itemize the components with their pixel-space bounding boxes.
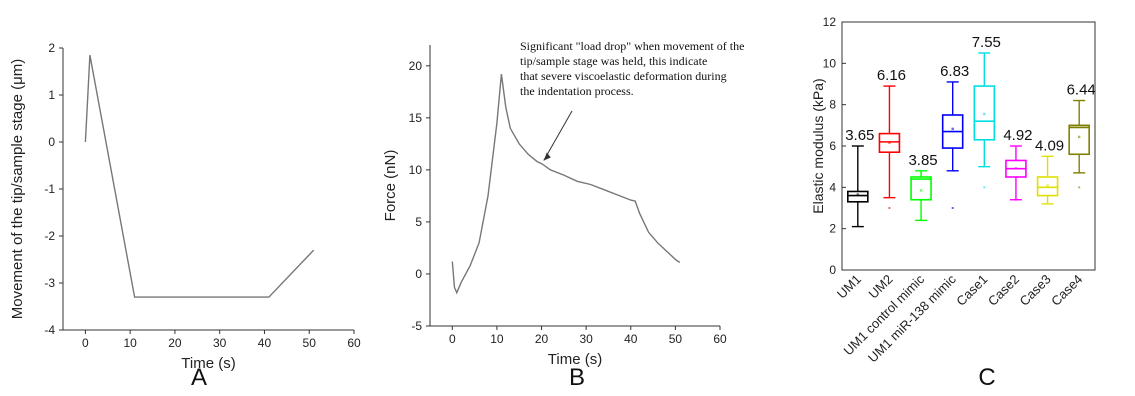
y-tick-label: 20	[409, 59, 423, 73]
x-tick-label: 30	[213, 336, 227, 350]
y-tick-label: 0	[415, 267, 422, 281]
x-tick-label: 20	[535, 332, 549, 346]
y-tick-label: 2	[829, 222, 836, 236]
y-tick-label: 12	[823, 15, 837, 29]
y-tick-label: -1	[44, 182, 55, 196]
mean-marker	[1046, 184, 1049, 187]
mean-marker	[1014, 167, 1018, 170]
category-label: UM1	[834, 272, 864, 302]
x-tick-label: 10	[490, 332, 504, 346]
annotation-arrow	[543, 110, 573, 161]
y-tick-label: 10	[823, 56, 837, 70]
y-tick-label: 4	[829, 180, 836, 194]
y-tick-label: 0	[829, 263, 836, 277]
mean-value-label: 6.44	[1067, 82, 1096, 99]
series-line-1	[84, 54, 315, 298]
panel-b: 0 10 20 30 40 50 60 -5 0 5 10 15 20 Time (s) Force (nN…	[382, 39, 744, 368]
mean-marker	[888, 141, 891, 144]
y-tick-label: 2	[48, 41, 55, 55]
x-tick-label: 10	[123, 336, 137, 350]
mean-value-label: 7.55	[972, 34, 1001, 51]
x-axis-label: Time (s)	[548, 351, 602, 368]
y-axis-label: Force (nN)	[382, 150, 399, 222]
panel-letter-a: A	[191, 364, 207, 391]
mean-marker	[856, 193, 860, 196]
x-tick-label: 40	[624, 332, 638, 346]
y-tick-label: -5	[411, 319, 422, 333]
series-line-1	[451, 74, 681, 295]
category-label: Case3	[1017, 272, 1054, 309]
outlier-point	[888, 207, 891, 209]
mean-marker	[951, 127, 954, 131]
y-tick-label: 0	[48, 135, 55, 149]
mean-value-label: 3.85	[908, 152, 937, 169]
iqr-box	[1068, 124, 1090, 156]
y-tick-label: 8	[829, 98, 836, 112]
x-tick-label: 40	[258, 336, 272, 350]
outlier-point	[983, 186, 986, 189]
x-tick-label: 20	[168, 336, 182, 350]
category-label: Case4	[1048, 272, 1085, 309]
outlier-point	[1078, 186, 1081, 189]
category-label: Case2	[985, 272, 1022, 309]
mean-value-label: 3.65	[845, 127, 874, 144]
box-case2: 4.92 Case2	[985, 127, 1033, 309]
y-tick-label: -3	[44, 276, 55, 290]
mean-value-label: 4.09	[1035, 137, 1064, 154]
y-tick-label: -2	[44, 229, 55, 243]
y-axis-label: Elastic modulus (kPa)	[810, 78, 826, 213]
x-axis-label: Time (s)	[181, 355, 235, 372]
outlier-point	[951, 207, 954, 209]
box-um1: 3.65 UM1	[834, 127, 874, 302]
annotation-arrowhead	[543, 152, 551, 161]
panel-letter-c: C	[978, 364, 995, 391]
x-tick-label: 50	[303, 336, 317, 350]
x-tick-label: 60	[347, 336, 361, 350]
x-tick-label: 60	[713, 332, 727, 346]
x-tick-label: 0	[449, 332, 456, 346]
iqr-box	[847, 190, 869, 203]
mean-value-label: 6.83	[940, 63, 969, 80]
outlier-point	[1014, 198, 1017, 201]
y-axis-label: Movement of the tip/sample stage (μm)	[9, 59, 26, 319]
y-tick-label: 15	[409, 111, 423, 125]
x-tick-label: 0	[82, 336, 89, 350]
mean-marker	[919, 189, 923, 192]
y-tick-label: 5	[415, 215, 422, 229]
panel-letter-b: B	[569, 364, 585, 391]
y-tick-label: 6	[829, 139, 836, 153]
iqr-box	[910, 176, 932, 201]
y-tick-label: 10	[409, 163, 423, 177]
mean-value-label: 6.16	[877, 67, 906, 84]
y-tick-label: 1	[48, 88, 55, 102]
x-tick-label: 30	[579, 332, 593, 346]
mean-value-label: 4.92	[1003, 127, 1032, 144]
x-tick-label: 50	[669, 332, 683, 346]
mean-marker	[983, 112, 986, 116]
annotation-text: Significant "load drop" when movement of…	[520, 39, 744, 98]
panel-a: 0 10 20 30 40 50 60 -4 -3 -2 -1 0 1 2 Time (s) Movement…	[9, 41, 361, 372]
y-tick-label: -4	[44, 323, 55, 337]
category-label: Case1	[953, 272, 990, 309]
mean-marker	[1077, 135, 1081, 139]
